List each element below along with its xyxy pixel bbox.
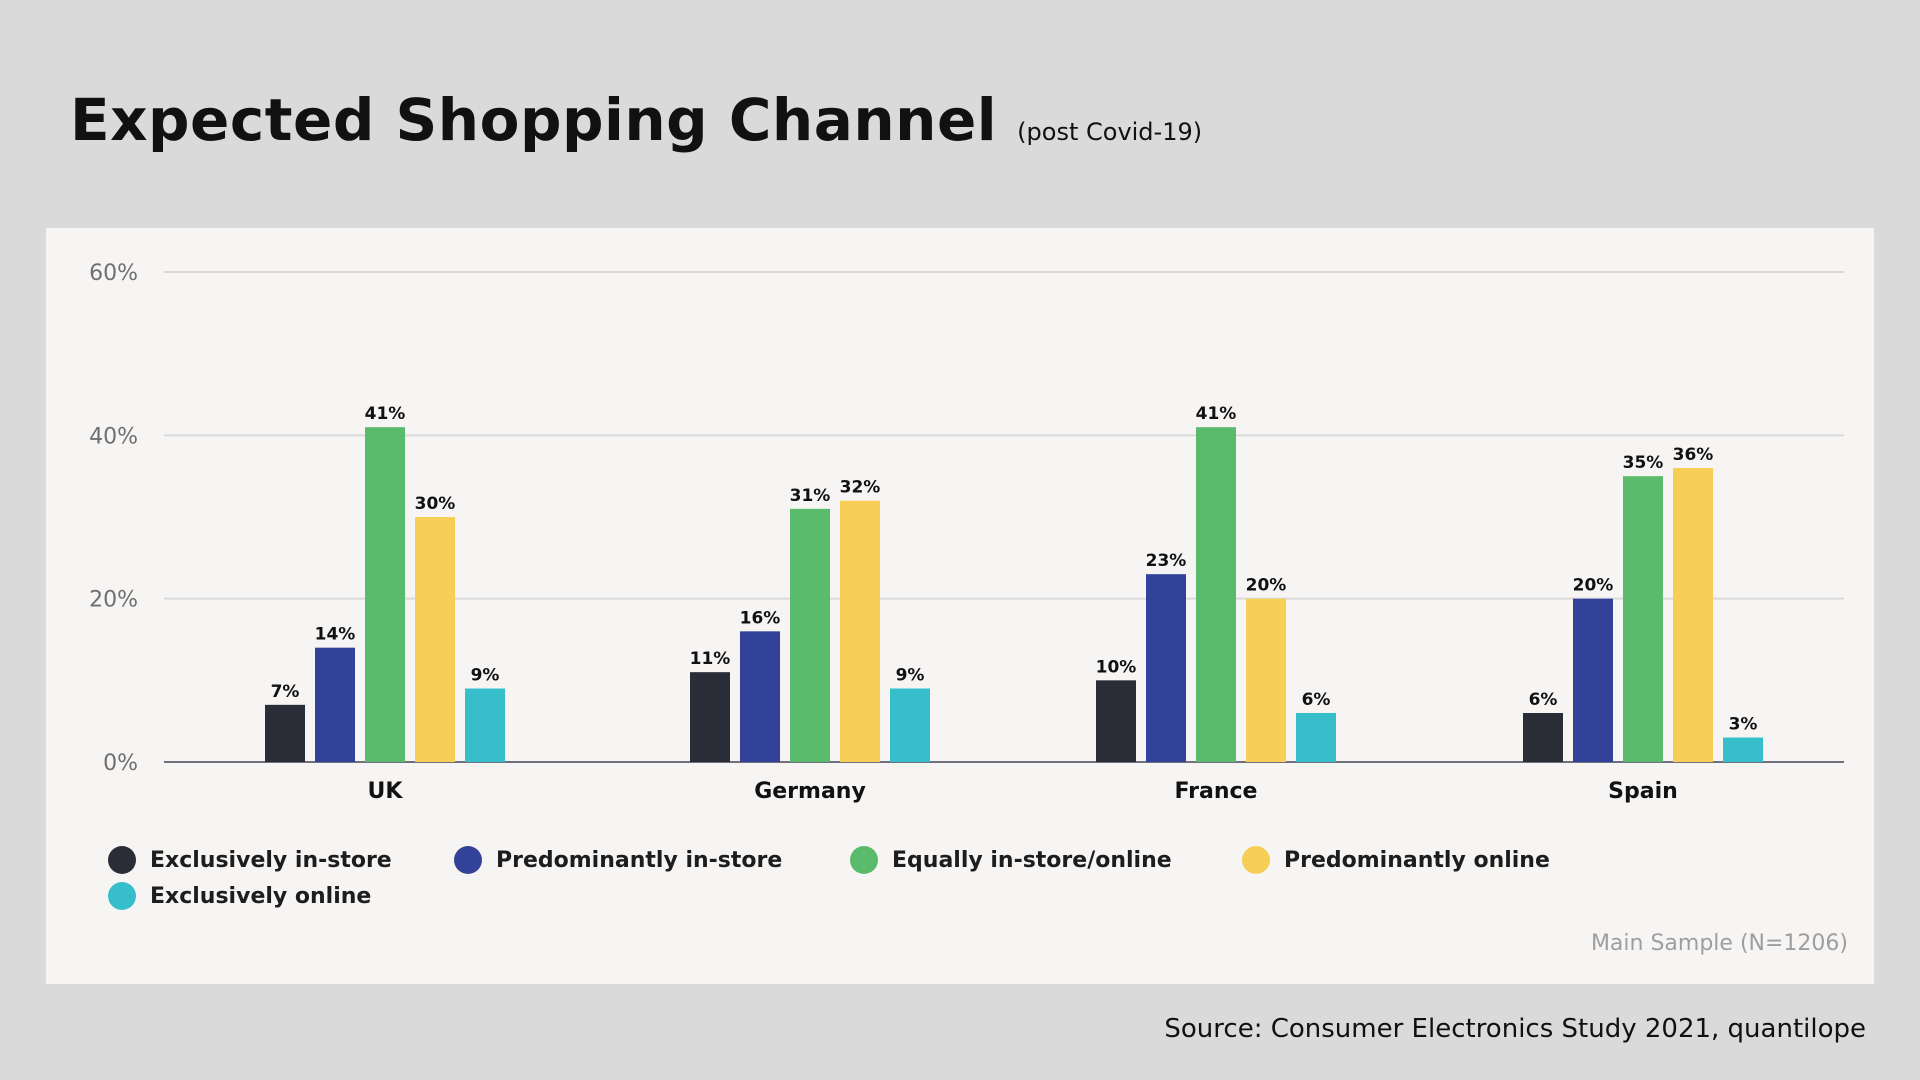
bar-chart: 0% 20% 40% 60% 7% 14% 41% 30% 9% UK 11% 16% 31% 32% 9%… — [89, 261, 1844, 804]
bar — [315, 647, 355, 762]
legend-swatch-predominantly-in-store — [454, 846, 482, 874]
legend-swatch-exclusively-in-store — [108, 846, 136, 874]
chart-panel: 0% 20% 40% 60% 7% 14% 41% 30% 9% UK 11% 16% 31% 32% 9%… — [46, 228, 1874, 984]
bar-value-label: 20% — [1573, 576, 1614, 596]
bar-value-label: 32% — [840, 478, 881, 498]
bar — [890, 688, 930, 762]
bar-value-label: 36% — [1673, 445, 1714, 465]
bar — [1296, 713, 1336, 762]
y-tick-label: 60% — [89, 261, 138, 286]
bar — [690, 672, 730, 762]
bar — [465, 688, 505, 762]
bar — [1673, 468, 1713, 762]
bar — [1573, 598, 1613, 762]
bar-value-label: 23% — [1146, 551, 1187, 571]
x-category-label: Germany — [754, 779, 866, 804]
legend-label: Exclusively in-store — [150, 847, 392, 873]
bar-value-label: 6% — [1302, 690, 1331, 710]
bar-value-label: 35% — [1623, 453, 1664, 473]
bar-value-label: 41% — [1196, 404, 1237, 424]
bar-value-label: 9% — [896, 666, 925, 686]
page-subtitle: (post Covid-19) — [1017, 118, 1203, 146]
source-note: Source: Consumer Electronics Study 2021,… — [1164, 1014, 1866, 1044]
legend: Exclusively in-store Predominantly in-st… — [108, 846, 1608, 926]
bar — [415, 517, 455, 762]
y-tick-label: 20% — [89, 588, 138, 613]
legend-label: Equally in-store/online — [892, 847, 1172, 873]
bar-value-label: 3% — [1729, 715, 1758, 735]
bar-value-label: 41% — [365, 404, 406, 424]
legend-item-predominantly-in-store: Predominantly in-store — [454, 846, 782, 874]
bar-value-label: 7% — [271, 682, 300, 702]
bar — [1523, 713, 1563, 762]
bar-value-label: 20% — [1246, 576, 1287, 596]
legend-item-exclusively-online: Exclusively online — [108, 882, 371, 910]
bar — [365, 427, 405, 762]
bar-value-label: 11% — [690, 649, 731, 669]
bar-value-label: 6% — [1529, 690, 1558, 710]
bar — [790, 508, 830, 762]
legend-item-equally-in-store-online: Equally in-store/online — [850, 846, 1172, 874]
legend-swatch-exclusively-online — [108, 882, 136, 910]
legend-label: Predominantly in-store — [496, 847, 783, 873]
legend-label: Predominantly online — [1284, 847, 1550, 873]
bar-value-label: 14% — [315, 625, 356, 645]
x-category-label: Spain — [1608, 779, 1678, 804]
x-category-label: France — [1175, 779, 1258, 804]
legend-swatch-equally-in-store-online — [850, 846, 878, 874]
bar — [1196, 427, 1236, 762]
legend-item-predominantly-online: Predominantly online — [1242, 846, 1550, 874]
bar — [1723, 737, 1763, 762]
bar-value-label: 16% — [740, 608, 781, 628]
bar — [1096, 680, 1136, 762]
bar — [265, 704, 305, 762]
y-tick-label: 40% — [89, 424, 138, 449]
legend-swatch-predominantly-online — [1242, 846, 1270, 874]
legend-label: Exclusively online — [150, 883, 372, 909]
bar — [1146, 574, 1186, 762]
title-row: Expected Shopping Channel (post Covid-19… — [70, 86, 1202, 154]
bar-value-label: 10% — [1096, 657, 1137, 677]
legend-item-exclusively-in-store: Exclusively in-store — [108, 846, 392, 874]
page-title: Expected Shopping Channel — [70, 86, 998, 154]
bar-value-label: 9% — [471, 666, 500, 686]
sample-note: Main Sample (N=1206) — [1590, 931, 1848, 956]
bar — [1623, 476, 1663, 762]
bar-value-label: 30% — [415, 494, 456, 514]
bar — [740, 631, 780, 762]
bar — [840, 500, 880, 762]
y-tick-label: 0% — [103, 751, 138, 776]
bar — [1246, 598, 1286, 762]
bar-value-label: 31% — [790, 486, 831, 506]
x-category-label: UK — [368, 779, 404, 804]
